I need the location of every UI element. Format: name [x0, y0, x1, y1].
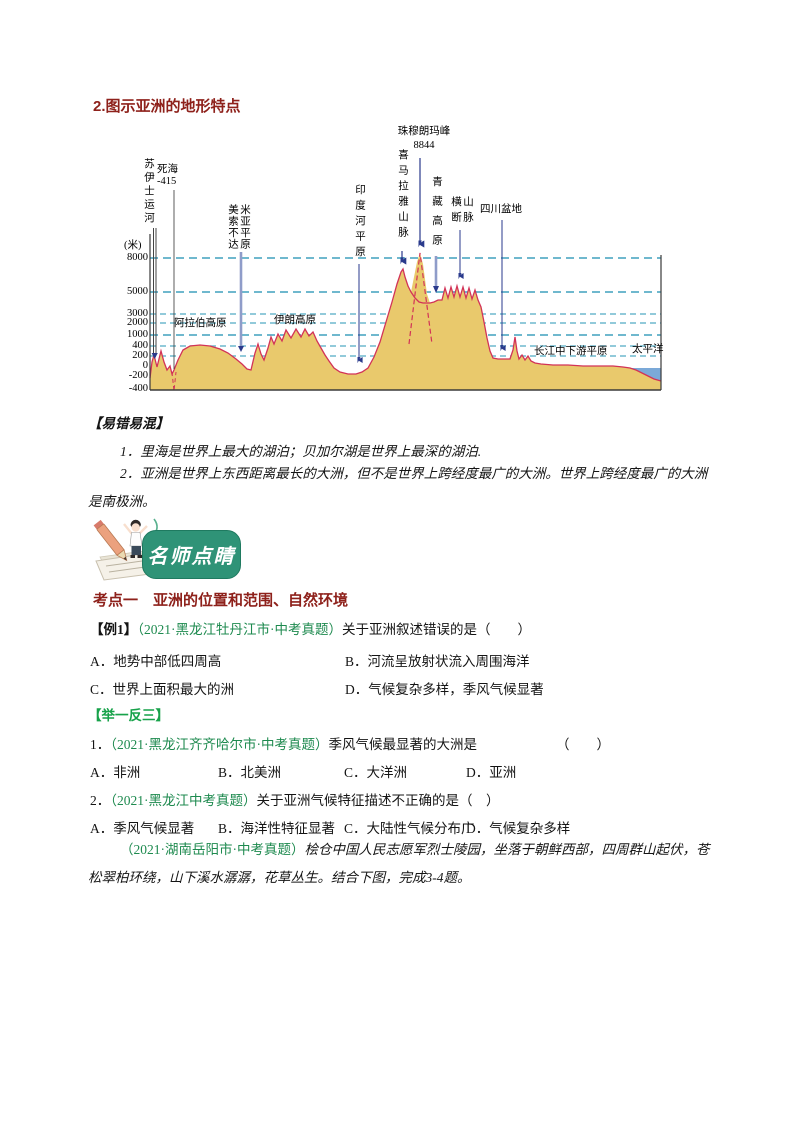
example1-option-d: D．气候复杂多样，季风气候显著: [345, 682, 544, 697]
paper-line: [108, 566, 146, 573]
student-icon: [123, 519, 148, 558]
badge-label: 名师点睛: [147, 546, 236, 568]
elevation-profile-svg: [149, 158, 662, 392]
label-indus-plain: 印度河平原: [354, 184, 365, 262]
suez-canal-line: [151, 228, 158, 359]
example1-option-b: B．河流呈放射状流入周围海洋: [345, 654, 530, 669]
followup-q1: 1．（2021·黑龙江齐齐哈尔市·中考真题）季风气候最显著的大洲是: [90, 733, 477, 753]
q1-option-c: C．大洋洲: [344, 765, 408, 780]
label-tibet-plateau: 青藏高原: [431, 176, 442, 254]
passage-source: （2021·湖南岳阳市·中考真题）: [120, 842, 305, 857]
label-hengduan-col1: 横断: [450, 196, 461, 227]
label-yangtze-plain: 长江中下游平原: [534, 346, 608, 357]
q1-answer-blank: （ ）: [556, 737, 610, 752]
pencil-icon: [93, 519, 128, 562]
example1-stem: 关于亚洲叙述错误的是（ ）: [342, 622, 531, 637]
y-tick-8000: 8000: [127, 252, 148, 263]
q2-option-b: B．海洋性特征显著: [218, 821, 336, 836]
y-tick-neg200: -200: [128, 370, 148, 381]
y-tick-5000: 5000: [127, 286, 148, 297]
axes: [149, 234, 662, 391]
q2-option-c: C．大陆性气候分布广: [344, 821, 475, 836]
notes-item-1: 1．里海是世界上最大的湖泊；贝加尔湖是世界上最深的湖泊.: [120, 444, 482, 459]
section-heading-terrain: 2.图示亚洲的地形特点: [93, 98, 241, 115]
q1-option-d: D．亚洲: [466, 765, 517, 780]
passage-text: 桧仓中国人民志愿军烈士陵园，坐落于朝鲜西部，四周群山起伏，苍松翠柏环绕，山下溪水…: [88, 842, 710, 885]
y-tick-200: 200: [132, 350, 148, 361]
y-tick-2000: 2000: [127, 317, 148, 328]
everest-dashed-peak: [408, 252, 433, 345]
elevation-profile-chart: (米) 8000 5000 3000 2000 1000 400 200 0 -…: [124, 122, 668, 398]
notes-title: 【易错易混】: [88, 416, 169, 431]
dead-sea-dashed-dip: [171, 371, 177, 392]
example1-tag: 【例1】: [90, 622, 138, 637]
q1-option-a: A．非洲: [90, 765, 141, 780]
y-axis-unit: (米): [124, 240, 142, 251]
terrain-outline: [149, 267, 662, 382]
passage-q3-4: （2021·湖南岳阳市·中考真题）桧仓中国人民志愿军烈士陵园，坐落于朝鲜西部，四…: [88, 836, 712, 892]
followup-q2: 2．（2021·黑龙江中考真题）关于亚洲气候特征描述不正确的是（ ）: [90, 789, 500, 809]
label-dead-sea: 死海 -415: [157, 164, 178, 188]
example1-question: 【例1】（2021·黑龙江牡丹江市·中考真题）关于亚洲叙述错误的是（ ）: [90, 618, 531, 638]
pointer-arrows: [173, 158, 502, 369]
q2-stem: 关于亚洲气候特征描述不正确的是（ ）: [256, 793, 500, 808]
label-himalaya: 喜马拉雅山脉: [397, 149, 408, 242]
label-dead-sea-name: 死海: [157, 164, 178, 175]
label-sichuan-basin: 四川盆地: [480, 204, 522, 215]
label-arabian-plateau: 阿拉伯高原: [174, 318, 227, 329]
label-mesopotamia-col2: 米亚平原: [239, 204, 250, 250]
example1-source: （2021·黑龙江牡丹江市·中考真题）: [137, 622, 342, 637]
q2-number: 2．: [90, 793, 111, 808]
label-everest-elevation: 8844: [413, 140, 435, 151]
followup-title: 【举一反三】: [88, 708, 169, 723]
q2-option-a: A．季风气候显著: [90, 821, 195, 836]
label-pacific-ocean: 太平洋: [632, 344, 664, 355]
paper-line: [105, 560, 143, 567]
y-tick-1000: 1000: [127, 329, 148, 340]
q1-source: （2021·黑龙江齐齐哈尔市·中考真题）: [110, 737, 329, 752]
q1-number: 1．: [90, 737, 111, 752]
terrain-fill: [150, 253, 661, 390]
y-tick-neg400: -400: [128, 383, 148, 394]
label-iran-plateau: 伊朗高原: [274, 315, 316, 326]
q2-option-d: D．气候复杂多样: [466, 821, 571, 836]
example1-option-a: A．地势中部低四周高: [90, 654, 222, 669]
y-tick-3000: 3000: [127, 308, 148, 319]
label-suez-canal: 苏伊士运河: [143, 158, 154, 226]
badge-mingshi-dianjing: 名师点睛: [142, 530, 241, 579]
y-tick-0: 0: [142, 360, 148, 371]
y-tick-400: 400: [132, 340, 148, 351]
label-dead-sea-elevation: -415: [157, 176, 177, 187]
q1-option-b: B．北美洲: [218, 765, 282, 780]
label-everest: 珠穆朗玛峰: [397, 126, 451, 137]
q2-source: （2021·黑龙江中考真题）: [110, 793, 257, 808]
label-hengduan-col2: 山脉: [462, 196, 473, 227]
q1-stem: 季风气候最显著的大洲是: [328, 737, 478, 752]
example1-option-c: C．世界上面积最大的洲: [90, 682, 235, 697]
label-mesopotamia-col1: 美索不达: [227, 204, 238, 250]
exam-point-heading: 考点一 亚洲的位置和范围、自然环境: [93, 592, 349, 609]
notes-item-2: 2．亚洲是世界上东西距离最长的大洲，但不是世界上跨经度最广的大洲。世界上跨经度最…: [88, 466, 708, 509]
